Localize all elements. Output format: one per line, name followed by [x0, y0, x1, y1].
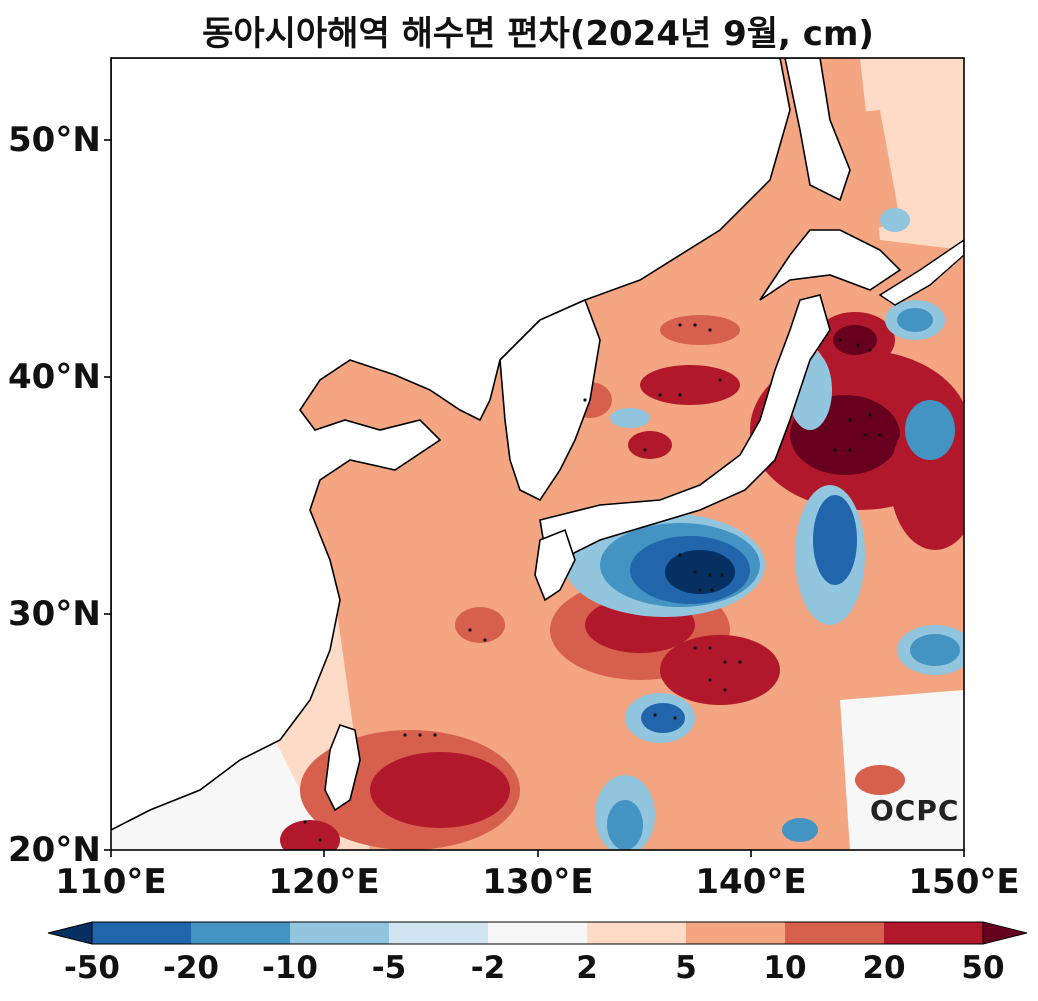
lat-label-30n: 30°N — [8, 594, 101, 634]
lat-label-40n: 40°N — [8, 357, 101, 397]
colorbar-label: 20 — [862, 950, 906, 986]
colorbar-label: 10 — [763, 950, 807, 986]
axis-ticks — [104, 139, 965, 857]
japan-honshu — [539, 294, 831, 561]
lat-label-50n: 50°N — [8, 120, 101, 160]
colorbar-label: 50 — [961, 950, 1005, 986]
colorbar-label: 5 — [675, 950, 697, 986]
colorbar-band — [92, 922, 191, 944]
taiwan — [324, 724, 361, 812]
colorbar-band — [191, 922, 290, 944]
colorbar-extend-high — [982, 921, 1028, 945]
colorbar-label: -2 — [470, 950, 506, 986]
colorbar-label: 2 — [576, 950, 598, 986]
lat-label-20n: 20°N — [8, 830, 101, 870]
colorbar-band — [587, 922, 686, 944]
lon-label-140e: 140°E — [695, 862, 807, 902]
land-areas — [111, 58, 964, 831]
map-title: 동아시아해역 해수면 편차(2024년 9월, cm) — [202, 14, 874, 54]
lon-label-130e: 130°E — [482, 862, 594, 902]
colorbar-band — [488, 922, 587, 944]
colorbar-label: -5 — [371, 950, 407, 986]
colorbar-band — [785, 922, 884, 944]
colorbar-label: -20 — [162, 950, 220, 986]
colorbar-band — [290, 922, 389, 944]
significance-dots — [303, 323, 882, 842]
korean-peninsula-outline — [499, 298, 601, 502]
mainland-asia — [111, 58, 791, 831]
sea-level-field — [111, 58, 964, 850]
colorbar-band — [884, 922, 983, 944]
japan-kyushu — [534, 528, 576, 602]
colorbar-band — [389, 922, 488, 944]
colorbar-band — [686, 922, 785, 944]
sakhalin — [784, 58, 851, 202]
japan-hokkaido — [759, 229, 902, 301]
colorbar — [47, 921, 1028, 945]
lon-label-150e: 150°E — [908, 862, 1020, 902]
lon-label-120e: 120°E — [268, 862, 380, 902]
kuril-islands — [878, 239, 964, 306]
lon-label-110e: 110°E — [55, 862, 167, 902]
colorbar-label: -50 — [63, 950, 121, 986]
ocpc-logo: OCPC — [870, 794, 960, 827]
colorbar-label: -10 — [261, 950, 319, 986]
colorbar-extend-low — [47, 921, 93, 945]
